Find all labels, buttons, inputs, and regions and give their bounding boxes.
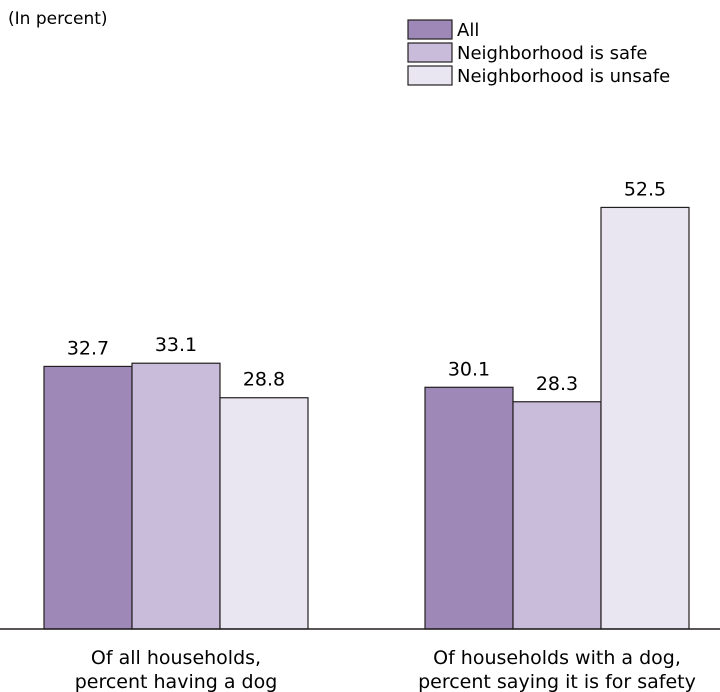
legend-swatch-1 xyxy=(407,19,453,40)
legend-label-3: Neighborhood is unsafe xyxy=(457,66,670,87)
value-label-2-cat-1: 33.1 xyxy=(155,334,197,356)
bar-1-cat-2 xyxy=(424,386,514,630)
legend-swatch-2 xyxy=(407,42,453,63)
legend-swatch-3 xyxy=(407,65,453,86)
value-label-1-cat-2: 30.1 xyxy=(448,358,490,380)
category-label-2-line-1: Of households with a dog, xyxy=(433,647,681,669)
bar-2-cat-1 xyxy=(131,362,221,630)
category-labels: Of all households,percent having a dog Of… xyxy=(75,647,696,692)
bar-1-cat-1 xyxy=(43,365,133,630)
bar-3-cat-1 xyxy=(219,397,309,630)
bars xyxy=(43,206,690,630)
value-label-1-cat-1: 32.7 xyxy=(67,337,109,359)
value-label-3-cat-1: 28.8 xyxy=(243,369,285,391)
category-label-1-line-2: percent having a dog xyxy=(75,671,278,692)
bar-2-cat-2 xyxy=(512,401,602,630)
value-label-2-cat-2: 28.3 xyxy=(536,373,578,395)
category-label-2-line-2: percent saying it is for safety xyxy=(418,671,696,692)
unit-label: (In percent) xyxy=(8,9,108,29)
value-labels: 32.7 33.1 28.8 30.1 28.3 52.5 xyxy=(67,178,666,394)
category-label-1-line-1: Of all households, xyxy=(91,647,261,669)
legend-label-1: All xyxy=(457,20,479,41)
value-label-3-cat-2: 52.5 xyxy=(624,178,666,200)
bar-3-cat-2 xyxy=(600,206,690,630)
legend-label-2: Neighborhood is safe xyxy=(457,43,647,64)
